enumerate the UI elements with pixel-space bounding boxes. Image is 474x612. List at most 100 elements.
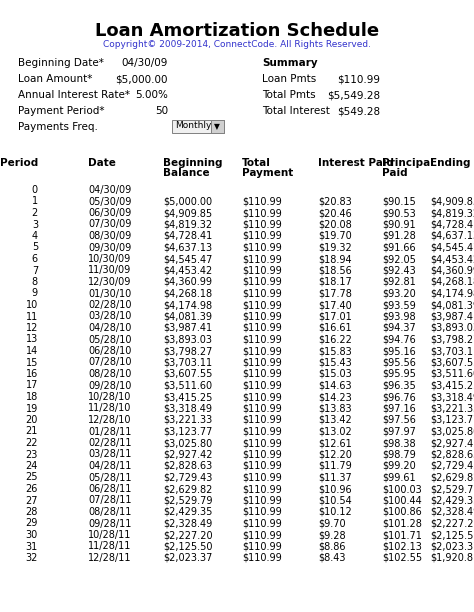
Text: $90.15: $90.15 (382, 196, 416, 206)
Text: $4,453.42: $4,453.42 (430, 254, 474, 264)
Text: $5,549.28: $5,549.28 (327, 90, 380, 100)
Text: $10.96: $10.96 (318, 484, 352, 494)
Text: $3,893.03: $3,893.03 (430, 323, 474, 333)
Text: $1,920.81: $1,920.81 (430, 553, 474, 563)
Text: 10: 10 (26, 300, 38, 310)
Text: 08/28/10: 08/28/10 (88, 369, 131, 379)
Text: 21: 21 (26, 427, 38, 436)
Text: Total: Total (242, 158, 271, 168)
Text: $3,318.49: $3,318.49 (163, 403, 212, 414)
Text: $110.99: $110.99 (242, 242, 282, 253)
Text: $110.99: $110.99 (242, 496, 282, 506)
Text: $96.35: $96.35 (382, 381, 416, 390)
Text: $18.56: $18.56 (318, 266, 352, 275)
Text: $3,318.49: $3,318.49 (430, 392, 474, 402)
Text: $110.99: $110.99 (242, 369, 282, 379)
Text: $19.70: $19.70 (318, 231, 352, 241)
Text: $110.99: $110.99 (242, 438, 282, 448)
Text: $4,081.39: $4,081.39 (163, 312, 212, 321)
Text: $5,000.00: $5,000.00 (163, 196, 212, 206)
Text: $18.94: $18.94 (318, 254, 352, 264)
Text: $2,125.50: $2,125.50 (163, 542, 212, 551)
Text: $110.99: $110.99 (242, 266, 282, 275)
Text: $4,545.47: $4,545.47 (163, 254, 212, 264)
Text: $110.99: $110.99 (242, 312, 282, 321)
Text: $4,819.32: $4,819.32 (430, 208, 474, 218)
Text: $2,328.49: $2,328.49 (163, 518, 212, 529)
Text: $110.99: $110.99 (242, 518, 282, 529)
Text: 18: 18 (26, 392, 38, 402)
Text: $2,125.50: $2,125.50 (430, 530, 474, 540)
Text: Payment: Payment (242, 168, 293, 178)
Text: $2,227.20: $2,227.20 (430, 518, 474, 529)
Text: $2,927.42: $2,927.42 (163, 449, 212, 460)
Text: $13.02: $13.02 (318, 427, 352, 436)
Text: 04/30/09: 04/30/09 (88, 185, 131, 195)
Text: Beginning Date*: Beginning Date* (18, 58, 104, 68)
Text: $96.76: $96.76 (382, 392, 416, 402)
Text: $110.99: $110.99 (242, 220, 282, 230)
Text: $3,123.77: $3,123.77 (430, 415, 474, 425)
Text: 17: 17 (26, 381, 38, 390)
Text: $110.99: $110.99 (242, 277, 282, 287)
Text: $3,415.25: $3,415.25 (430, 381, 474, 390)
Text: $3,987.41: $3,987.41 (430, 312, 474, 321)
Text: $97.56: $97.56 (382, 415, 416, 425)
Text: $95.16: $95.16 (382, 346, 416, 356)
Text: $99.20: $99.20 (382, 461, 416, 471)
Text: $110.99: $110.99 (242, 484, 282, 494)
Text: $4,268.18: $4,268.18 (163, 288, 212, 299)
Text: Interest Paid: Interest Paid (318, 158, 394, 168)
Text: $2,023.37: $2,023.37 (163, 553, 212, 563)
Text: $110.99: $110.99 (242, 346, 282, 356)
Text: 4: 4 (32, 231, 38, 241)
Text: $3,511.60: $3,511.60 (163, 381, 212, 390)
Text: $20.83: $20.83 (318, 196, 352, 206)
Text: 07/30/09: 07/30/09 (88, 220, 131, 230)
Text: 09/28/10: 09/28/10 (88, 381, 131, 390)
Text: Annual Interest Rate*: Annual Interest Rate* (18, 90, 130, 100)
Text: $101.28: $101.28 (382, 518, 422, 529)
Text: $92.05: $92.05 (382, 254, 416, 264)
Text: $18.17: $18.17 (318, 277, 352, 287)
Text: $4,909.85: $4,909.85 (430, 196, 474, 206)
Text: Paid: Paid (382, 168, 408, 178)
Text: $2,828.63: $2,828.63 (430, 449, 474, 460)
Text: 10/30/09: 10/30/09 (88, 254, 131, 264)
Text: $2,828.63: $2,828.63 (163, 461, 212, 471)
Text: Total Interest: Total Interest (262, 106, 330, 116)
Text: $3,415.25: $3,415.25 (163, 392, 212, 402)
FancyBboxPatch shape (211, 120, 224, 133)
Text: $2,629.82: $2,629.82 (163, 484, 212, 494)
Text: $110.99: $110.99 (242, 231, 282, 241)
Text: $110.99: $110.99 (242, 553, 282, 563)
Text: $98.38: $98.38 (382, 438, 416, 448)
Text: 12/28/11: 12/28/11 (88, 553, 131, 563)
Text: $3,893.03: $3,893.03 (163, 335, 212, 345)
Text: Loan Amortization Schedule: Loan Amortization Schedule (95, 22, 379, 40)
Text: $17.01: $17.01 (318, 312, 352, 321)
Text: 9: 9 (32, 288, 38, 299)
Text: 01/28/11: 01/28/11 (88, 427, 131, 436)
Text: Monthly: Monthly (175, 121, 211, 130)
Text: $3,798.27: $3,798.27 (163, 346, 212, 356)
Text: $2,023.37: $2,023.37 (430, 542, 474, 551)
Text: $15.43: $15.43 (318, 357, 352, 367)
Text: 06/28/11: 06/28/11 (88, 484, 131, 494)
Text: $4,637.13: $4,637.13 (163, 242, 212, 253)
Text: 30: 30 (26, 530, 38, 540)
Text: 6: 6 (32, 254, 38, 264)
Text: 10/28/11: 10/28/11 (88, 530, 131, 540)
Text: 32: 32 (26, 553, 38, 563)
Text: $4,819.32: $4,819.32 (163, 220, 212, 230)
Text: 1: 1 (32, 196, 38, 206)
Text: 12: 12 (26, 323, 38, 333)
Text: $90.53: $90.53 (382, 208, 416, 218)
Text: $16.22: $16.22 (318, 335, 352, 345)
Text: $110.99: $110.99 (242, 196, 282, 206)
Text: $3,703.11: $3,703.11 (430, 346, 474, 356)
Text: 25: 25 (26, 472, 38, 482)
Text: Date: Date (88, 158, 116, 168)
Text: $4,453.42: $4,453.42 (163, 266, 212, 275)
Text: $3,607.55: $3,607.55 (430, 357, 474, 367)
